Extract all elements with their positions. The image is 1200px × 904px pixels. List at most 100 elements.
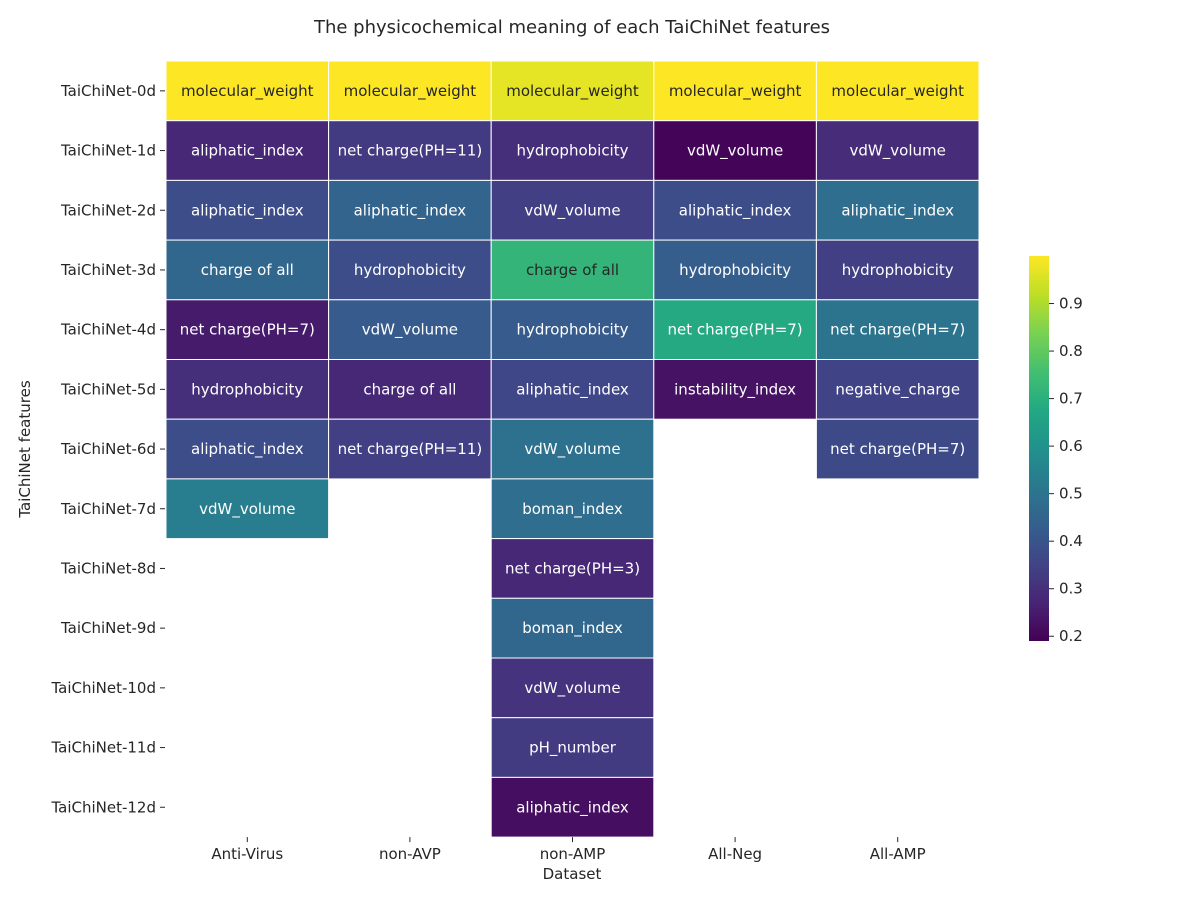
cell-label: aliphatic_index: [354, 201, 467, 220]
heatmap-cell: [328, 299, 492, 360]
heatmap-cell: [165, 120, 330, 181]
heatmap-cell: [490, 359, 655, 420]
heatmap-cell: [815, 120, 980, 181]
chart-title: The physicochemical meaning of each TaiC…: [313, 17, 830, 38]
cell-label: aliphatic_index: [191, 142, 304, 161]
colorbar-tick-label: 0.4: [1059, 532, 1083, 550]
heatmap-cell: [490, 418, 655, 480]
heatmap-cell: [490, 299, 655, 360]
cell-label: hydrophobicity: [679, 261, 791, 279]
colorbar-tick-label: 0.6: [1059, 437, 1083, 455]
cell-label: molecular_weight: [831, 82, 964, 101]
heatmap-cell: [815, 239, 980, 301]
heatmap-cell: [328, 60, 492, 122]
heatmap-cell: [490, 120, 655, 181]
heatmap-cell: [490, 597, 655, 659]
y-tick-label: TaiChiNet-0d: [60, 82, 156, 100]
colorbar-tick-label: 0.5: [1059, 485, 1083, 503]
cell-label: vdW_volume: [687, 142, 783, 161]
y-tick-label: TaiChiNet-8d: [60, 559, 156, 577]
heatmap-cell: [165, 418, 330, 480]
x-tick-label: All-AMP: [870, 845, 926, 863]
cell-label: negative_charge: [835, 380, 960, 399]
heatmap-cell: [653, 359, 817, 420]
y-tick-label: TaiChiNet-7d: [60, 500, 156, 518]
heatmap-cell: [165, 478, 330, 540]
cell-label: charge of all: [363, 380, 456, 398]
colorbar-tick-label: 0.7: [1059, 390, 1083, 408]
cell-label: net charge(PH=11): [338, 440, 483, 458]
colorbar-tick-label: 0.3: [1059, 580, 1083, 598]
cell-label: hydrophobicity: [517, 142, 629, 160]
colorbar: 0.2 0.3 0.4 0.5 0.6 0.7 0.8 0.9: [1029, 256, 1083, 645]
y-tick-label: TaiChiNet-6d: [60, 440, 156, 458]
heatmap-cell: [490, 239, 655, 301]
cell-label: molecular_weight: [344, 82, 477, 101]
heatmap-cell: [653, 60, 817, 122]
y-tick-label: TaiChiNet-9d: [60, 619, 156, 637]
x-tick-labels: Anti-Virus non-AVP non-AMP All-Neg All-AMP: [211, 837, 926, 863]
colorbar-tick-label: 0.8: [1059, 342, 1083, 360]
heatmap-cell: [328, 239, 492, 301]
cell-label: hydrophobicity: [517, 321, 629, 339]
x-axis-label: Dataset: [543, 865, 602, 883]
heatmap-cell: [490, 657, 655, 719]
heatmap-cell: [490, 60, 655, 122]
x-tick-label: non-AVP: [379, 845, 441, 863]
cell-label: vdW_volume: [199, 500, 295, 519]
cell-label: pH_number: [529, 739, 617, 758]
x-tick-label: non-AMP: [540, 845, 606, 863]
x-tick-label: All-Neg: [708, 845, 762, 863]
y-tick-label: TaiChiNet-5d: [60, 380, 156, 398]
heatmap-cell: [815, 359, 980, 420]
y-tick-label: TaiChiNet-1d: [60, 142, 156, 160]
cell-label: vdW_volume: [362, 321, 458, 340]
cell-label: vdW_volume: [524, 201, 620, 220]
heatmap-cell: [815, 299, 980, 360]
y-tick-label: TaiChiNet-3d: [60, 261, 156, 279]
heatmap-cell: [490, 717, 655, 778]
heatmap-cell: [165, 299, 330, 360]
heatmap-cell: [490, 179, 655, 241]
heatmap-cell: [165, 60, 330, 122]
cell-label: net charge(PH=3): [505, 559, 640, 577]
cell-label: aliphatic_index: [516, 380, 629, 399]
y-tick-label: TaiChiNet-2d: [60, 201, 156, 219]
cell-label: hydrophobicity: [191, 380, 303, 398]
y-tick-label: TaiChiNet-12d: [50, 798, 156, 816]
heatmap-cell: [815, 418, 980, 480]
y-tick-label: TaiChiNet-10d: [50, 679, 156, 697]
cell-label: aliphatic_index: [516, 798, 629, 817]
cell-label: aliphatic_index: [191, 201, 304, 220]
cell-label: hydrophobicity: [842, 261, 954, 279]
cell-label: charge of all: [526, 261, 619, 279]
cell-label: vdW_volume: [524, 440, 620, 459]
heatmap-cell: [815, 60, 980, 122]
cell-label: hydrophobicity: [354, 261, 466, 279]
heatmap-cell: [490, 478, 655, 540]
cell-label: aliphatic_index: [679, 201, 792, 220]
heatmap-cell: [653, 239, 817, 301]
heatmap-cell: [165, 239, 330, 301]
heatmap-cell: [328, 359, 492, 420]
colorbar-tick-label: 0.2: [1059, 627, 1083, 645]
heatmap-cells: molecular_weight molecular_weight molecula…: [165, 60, 980, 838]
cell-label: molecular_weight: [669, 82, 802, 101]
cell-label: molecular_weight: [506, 82, 639, 101]
cell-label: boman_index: [522, 619, 623, 638]
cell-label: molecular_weight: [181, 82, 314, 101]
cell-label: net charge(PH=11): [338, 142, 483, 160]
cell-label: net charge(PH=7): [830, 440, 965, 458]
cell-label: charge of all: [201, 261, 294, 279]
colorbar-gradient: [1029, 256, 1049, 641]
y-tick-label: TaiChiNet-4d: [60, 321, 156, 339]
cell-label: instability_index: [674, 380, 796, 399]
cell-label: net charge(PH=7): [180, 321, 315, 339]
cell-label: aliphatic_index: [191, 440, 304, 459]
heatmap-cell: [490, 538, 655, 599]
cell-label: boman_index: [522, 500, 623, 519]
cell-label: aliphatic_index: [841, 201, 954, 220]
heatmap-cell: [653, 179, 817, 241]
